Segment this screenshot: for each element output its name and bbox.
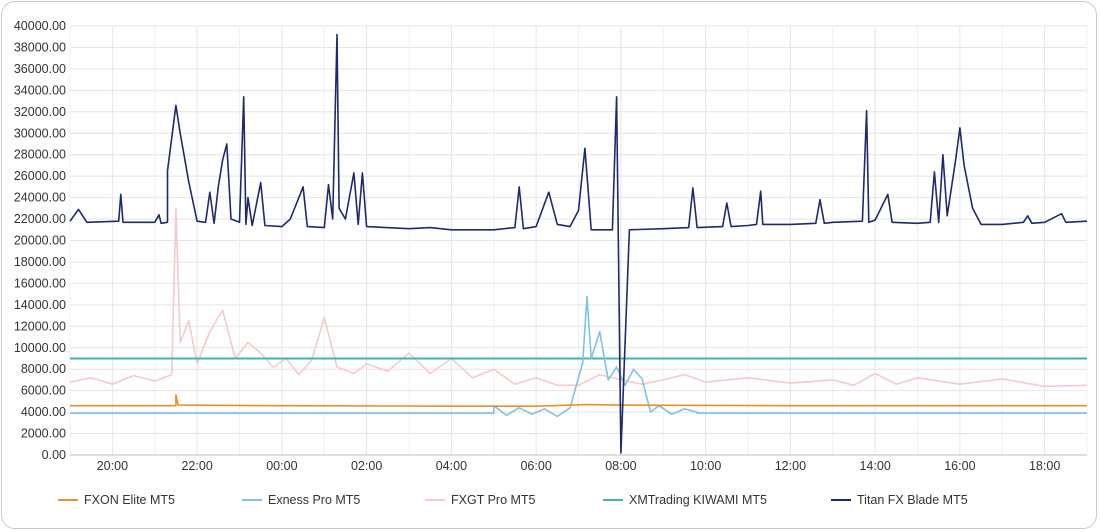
x-tick-label: 02:00 <box>351 459 382 473</box>
y-tick-label: 32000.00 <box>14 105 66 119</box>
y-tick-label: 34000.00 <box>14 83 66 97</box>
legend: FXON Elite MT5 Exness Pro MT5 FXGT Pro MT5… <box>58 493 968 507</box>
x-tick-label: 00:00 <box>266 459 297 473</box>
x-tick-label: 10:00 <box>690 459 721 473</box>
y-tick-label: 8000.00 <box>21 362 66 376</box>
y-tick-label: 40000.00 <box>14 19 66 33</box>
y-tick-label: 22000.00 <box>14 212 66 226</box>
y-tick-label: 2000.00 <box>21 427 66 441</box>
legend-label[interactable]: Exness Pro MT5 <box>268 493 360 507</box>
y-tick-label: 10000.00 <box>14 341 66 355</box>
y-tick-label: 26000.00 <box>14 169 66 183</box>
y-tick-label: 14000.00 <box>14 298 66 312</box>
legend-label[interactable]: FXON Elite MT5 <box>84 493 175 507</box>
series-line-titan-fx-blade-mt5 <box>69 33 1088 454</box>
y-tick-label: 24000.00 <box>14 191 66 205</box>
x-tick-label: 14:00 <box>859 459 890 473</box>
y-tick-label: 4000.00 <box>21 405 66 419</box>
y-tick-label: 0.00 <box>42 448 66 462</box>
y-tick-label: 28000.00 <box>14 148 66 162</box>
legend-label[interactable]: XMTrading KIWAMI MT5 <box>629 493 767 507</box>
y-tick-label: 16000.00 <box>14 276 66 290</box>
y-tick-label: 30000.00 <box>14 126 66 140</box>
y-tick-label: 38000.00 <box>14 40 66 54</box>
x-axis-ticks: 20:00 22:00 00:00 02:00 04:00 06:00 08:00 10:00… <box>97 459 1061 473</box>
x-tick-label: 08:00 <box>605 459 636 473</box>
x-tick-label: 12:00 <box>775 459 806 473</box>
x-tick-label: 22:00 <box>181 459 212 473</box>
series-line-exness-pro-mt5 <box>70 295 1087 418</box>
series-line-fxgt-pro-mt5 <box>69 207 1088 388</box>
y-tick-label: 18000.00 <box>14 255 66 269</box>
x-tick-label: 06:00 <box>520 459 551 473</box>
y-axis-ticks: 0.00 2000.00 4000.00 6000.00 8000.00 10000.00… <box>14 19 66 462</box>
x-tick-label: 20:00 <box>97 459 128 473</box>
legend-label[interactable]: Titan FX Blade MT5 <box>857 493 968 507</box>
legend-label[interactable]: FXGT Pro MT5 <box>451 493 536 507</box>
series-lines <box>69 33 1088 454</box>
y-tick-label: 12000.00 <box>14 319 66 333</box>
x-tick-label: 18:00 <box>1029 459 1060 473</box>
grid <box>69 25 1088 456</box>
x-tick-label: 16:00 <box>944 459 975 473</box>
x-tick-label: 04:00 <box>436 459 467 473</box>
y-tick-label: 20000.00 <box>14 234 66 248</box>
series-line-fxon-elite-mt5 <box>70 394 1087 407</box>
y-tick-label: 36000.00 <box>14 62 66 76</box>
y-tick-label: 6000.00 <box>21 384 66 398</box>
